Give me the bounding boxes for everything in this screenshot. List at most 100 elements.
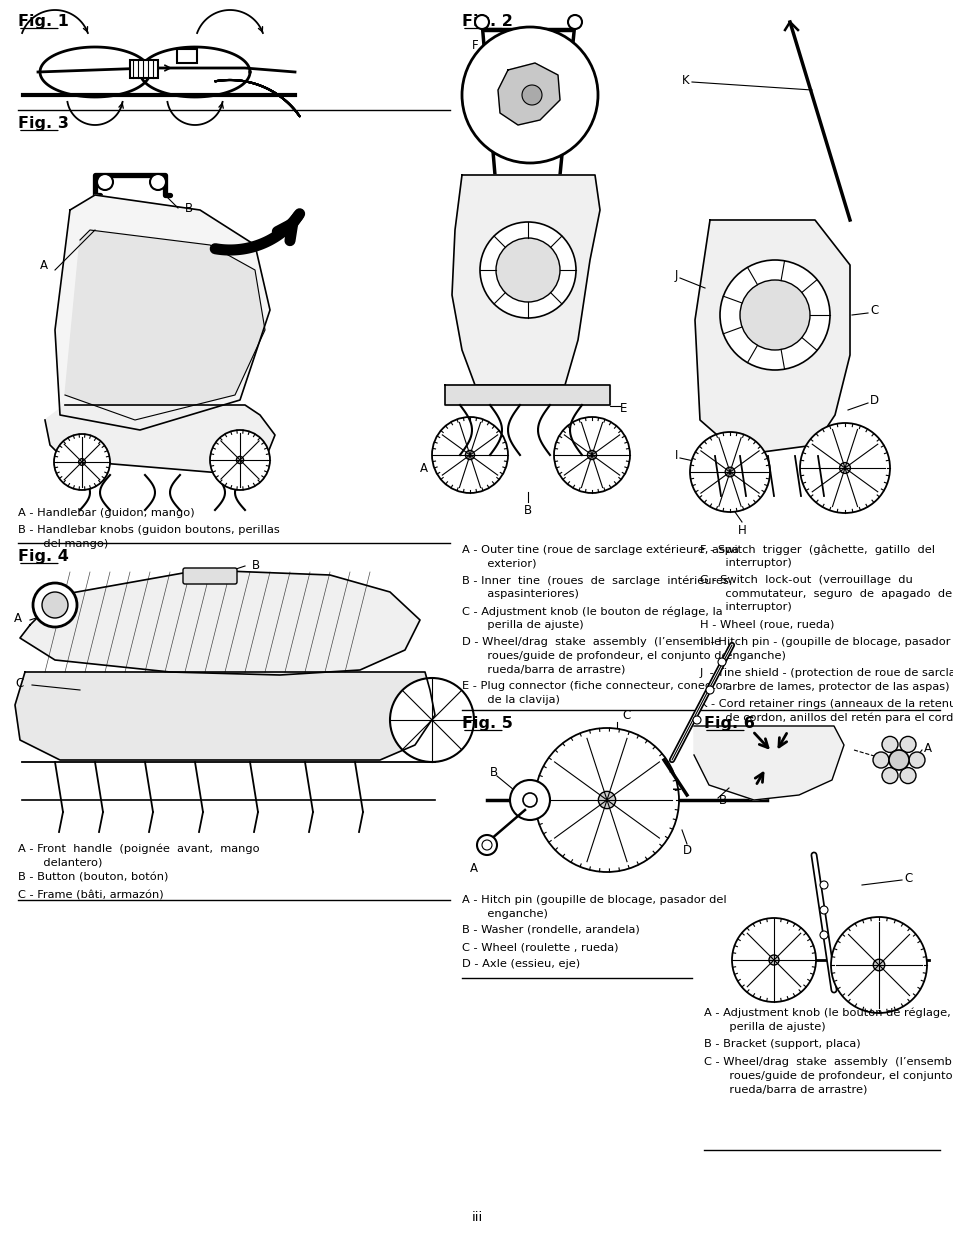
Circle shape	[820, 906, 827, 914]
Text: A: A	[923, 741, 931, 755]
Text: B - Bracket (support, placa): B - Bracket (support, placa)	[703, 1039, 860, 1049]
Polygon shape	[15, 672, 435, 760]
Text: A - Hitch pin (goupille de blocage, pasador del
       enganche): A - Hitch pin (goupille de blocage, pasa…	[461, 895, 726, 919]
Text: A - Handlebar (guidon, mango): A - Handlebar (guidon, mango)	[18, 508, 194, 517]
Circle shape	[718, 658, 725, 666]
Circle shape	[908, 752, 924, 768]
Circle shape	[692, 716, 700, 724]
Text: Fig. 4: Fig. 4	[18, 550, 69, 564]
Circle shape	[689, 432, 769, 513]
Circle shape	[820, 931, 827, 939]
Circle shape	[882, 768, 897, 783]
Text: E - Plug connector (fiche connecteur, conector
       de la clavija): E - Plug connector (fiche connecteur, co…	[461, 680, 726, 705]
Text: Fig. 2: Fig. 2	[461, 14, 513, 28]
Text: C: C	[621, 709, 630, 721]
Circle shape	[705, 685, 713, 694]
Text: Fig. 6: Fig. 6	[703, 716, 754, 731]
Text: B: B	[252, 558, 260, 572]
Circle shape	[535, 727, 679, 872]
Polygon shape	[20, 571, 419, 676]
Circle shape	[567, 15, 581, 28]
Text: A: A	[14, 611, 22, 625]
Text: Fig. 5: Fig. 5	[461, 716, 513, 731]
Text: –: –	[671, 781, 681, 799]
Circle shape	[888, 750, 908, 769]
Text: C: C	[903, 872, 911, 884]
Text: B: B	[490, 766, 497, 778]
Text: I: I	[674, 448, 678, 462]
Text: C - Frame (bâti, armazón): C - Frame (bâti, armazón)	[18, 890, 164, 900]
Circle shape	[830, 918, 926, 1013]
Circle shape	[496, 238, 559, 303]
Circle shape	[476, 835, 497, 855]
Circle shape	[42, 592, 68, 618]
Text: D: D	[869, 394, 879, 406]
FancyBboxPatch shape	[183, 568, 236, 584]
Text: F - Switch  trigger  (gâchette,  gatillo  del
       interruptor): F - Switch trigger (gâchette, gatillo de…	[700, 543, 934, 568]
Polygon shape	[693, 726, 843, 800]
Circle shape	[390, 678, 474, 762]
Circle shape	[882, 736, 897, 752]
Text: K - Cord retainer rings (anneaux de la retenue
       de cordon, anillos del ret: K - Cord retainer rings (anneaux de la r…	[700, 699, 953, 724]
Circle shape	[54, 433, 110, 490]
Text: B: B	[523, 504, 532, 516]
Text: B: B	[719, 794, 726, 806]
Text: F: F	[472, 38, 478, 52]
Text: A: A	[470, 862, 477, 874]
Polygon shape	[444, 385, 609, 405]
Text: C - Wheel/drag  stake  assembly  (l’ensemble
       roues/guide de profondeur, e: C - Wheel/drag stake assembly (l’ensembl…	[703, 1057, 953, 1094]
Circle shape	[33, 583, 77, 627]
Circle shape	[899, 768, 915, 783]
Polygon shape	[695, 220, 849, 454]
Text: B: B	[185, 201, 193, 215]
Circle shape	[800, 424, 889, 513]
Text: G - Switch  lock-out  (verrouillage  du
       commutateur,  seguro  de  apagado: G - Switch lock-out (verrouillage du com…	[700, 576, 953, 613]
Text: A - Adjustment knob (le bouton de réglage, la
       perilla de ajuste): A - Adjustment knob (le bouton de réglag…	[703, 1008, 953, 1032]
Text: A: A	[419, 462, 428, 474]
Polygon shape	[55, 195, 270, 430]
Text: H: H	[737, 524, 745, 536]
Text: J: J	[674, 268, 678, 282]
Text: C - Wheel (roulette , rueda): C - Wheel (roulette , rueda)	[461, 942, 618, 952]
Circle shape	[465, 451, 474, 459]
Polygon shape	[452, 175, 599, 385]
Text: D: D	[681, 844, 691, 857]
Circle shape	[839, 463, 849, 473]
Circle shape	[820, 881, 827, 889]
Text: C - Adjustment knob (le bouton de réglage, la
       perilla de ajuste): C - Adjustment knob (le bouton de réglag…	[461, 606, 721, 630]
Circle shape	[150, 174, 166, 190]
Circle shape	[598, 792, 615, 809]
Text: D - Wheel/drag  stake  assembly  (l’ensemble
       roues/guide de profondeur, e: D - Wheel/drag stake assembly (l’ensembl…	[461, 637, 728, 674]
Circle shape	[210, 430, 270, 490]
Polygon shape	[45, 405, 274, 475]
Circle shape	[731, 918, 815, 1002]
Circle shape	[475, 15, 489, 28]
Text: G: G	[510, 31, 518, 43]
Text: Fig. 1: Fig. 1	[18, 14, 69, 28]
Text: A: A	[40, 258, 48, 272]
Text: A - Outer tine (roue de sarclage extérieure, aspa
       exterior): A - Outer tine (roue de sarclage extérie…	[461, 543, 739, 568]
Bar	[177, 49, 196, 63]
Text: K: K	[681, 74, 689, 86]
Circle shape	[522, 793, 537, 806]
Circle shape	[872, 752, 888, 768]
Circle shape	[872, 960, 883, 971]
Circle shape	[78, 458, 85, 466]
Text: A - Front  handle  (poignée  avant,  mango
       delantero): A - Front handle (poignée avant, mango d…	[18, 844, 259, 867]
Circle shape	[740, 280, 809, 350]
Circle shape	[899, 736, 915, 752]
Circle shape	[510, 781, 550, 820]
Polygon shape	[65, 230, 265, 420]
Text: iii: iii	[471, 1212, 482, 1224]
Circle shape	[521, 85, 541, 105]
Text: H - Wheel (roue, rueda): H - Wheel (roue, rueda)	[700, 619, 834, 629]
Text: B - Handlebar knobs (guidon boutons, perillas
       del mango): B - Handlebar knobs (guidon boutons, per…	[18, 525, 279, 548]
Circle shape	[97, 174, 112, 190]
Circle shape	[587, 451, 596, 459]
Text: D - Axle (essieu, eje): D - Axle (essieu, eje)	[461, 960, 579, 969]
Polygon shape	[497, 63, 559, 125]
Text: I  - Hitch pin - (goupille de blocage, pasador del
       enganche): I - Hitch pin - (goupille de blocage, pa…	[700, 637, 953, 661]
Circle shape	[720, 261, 829, 370]
Circle shape	[481, 840, 492, 850]
Text: B - Washer (rondelle, arandela): B - Washer (rondelle, arandela)	[461, 925, 639, 935]
